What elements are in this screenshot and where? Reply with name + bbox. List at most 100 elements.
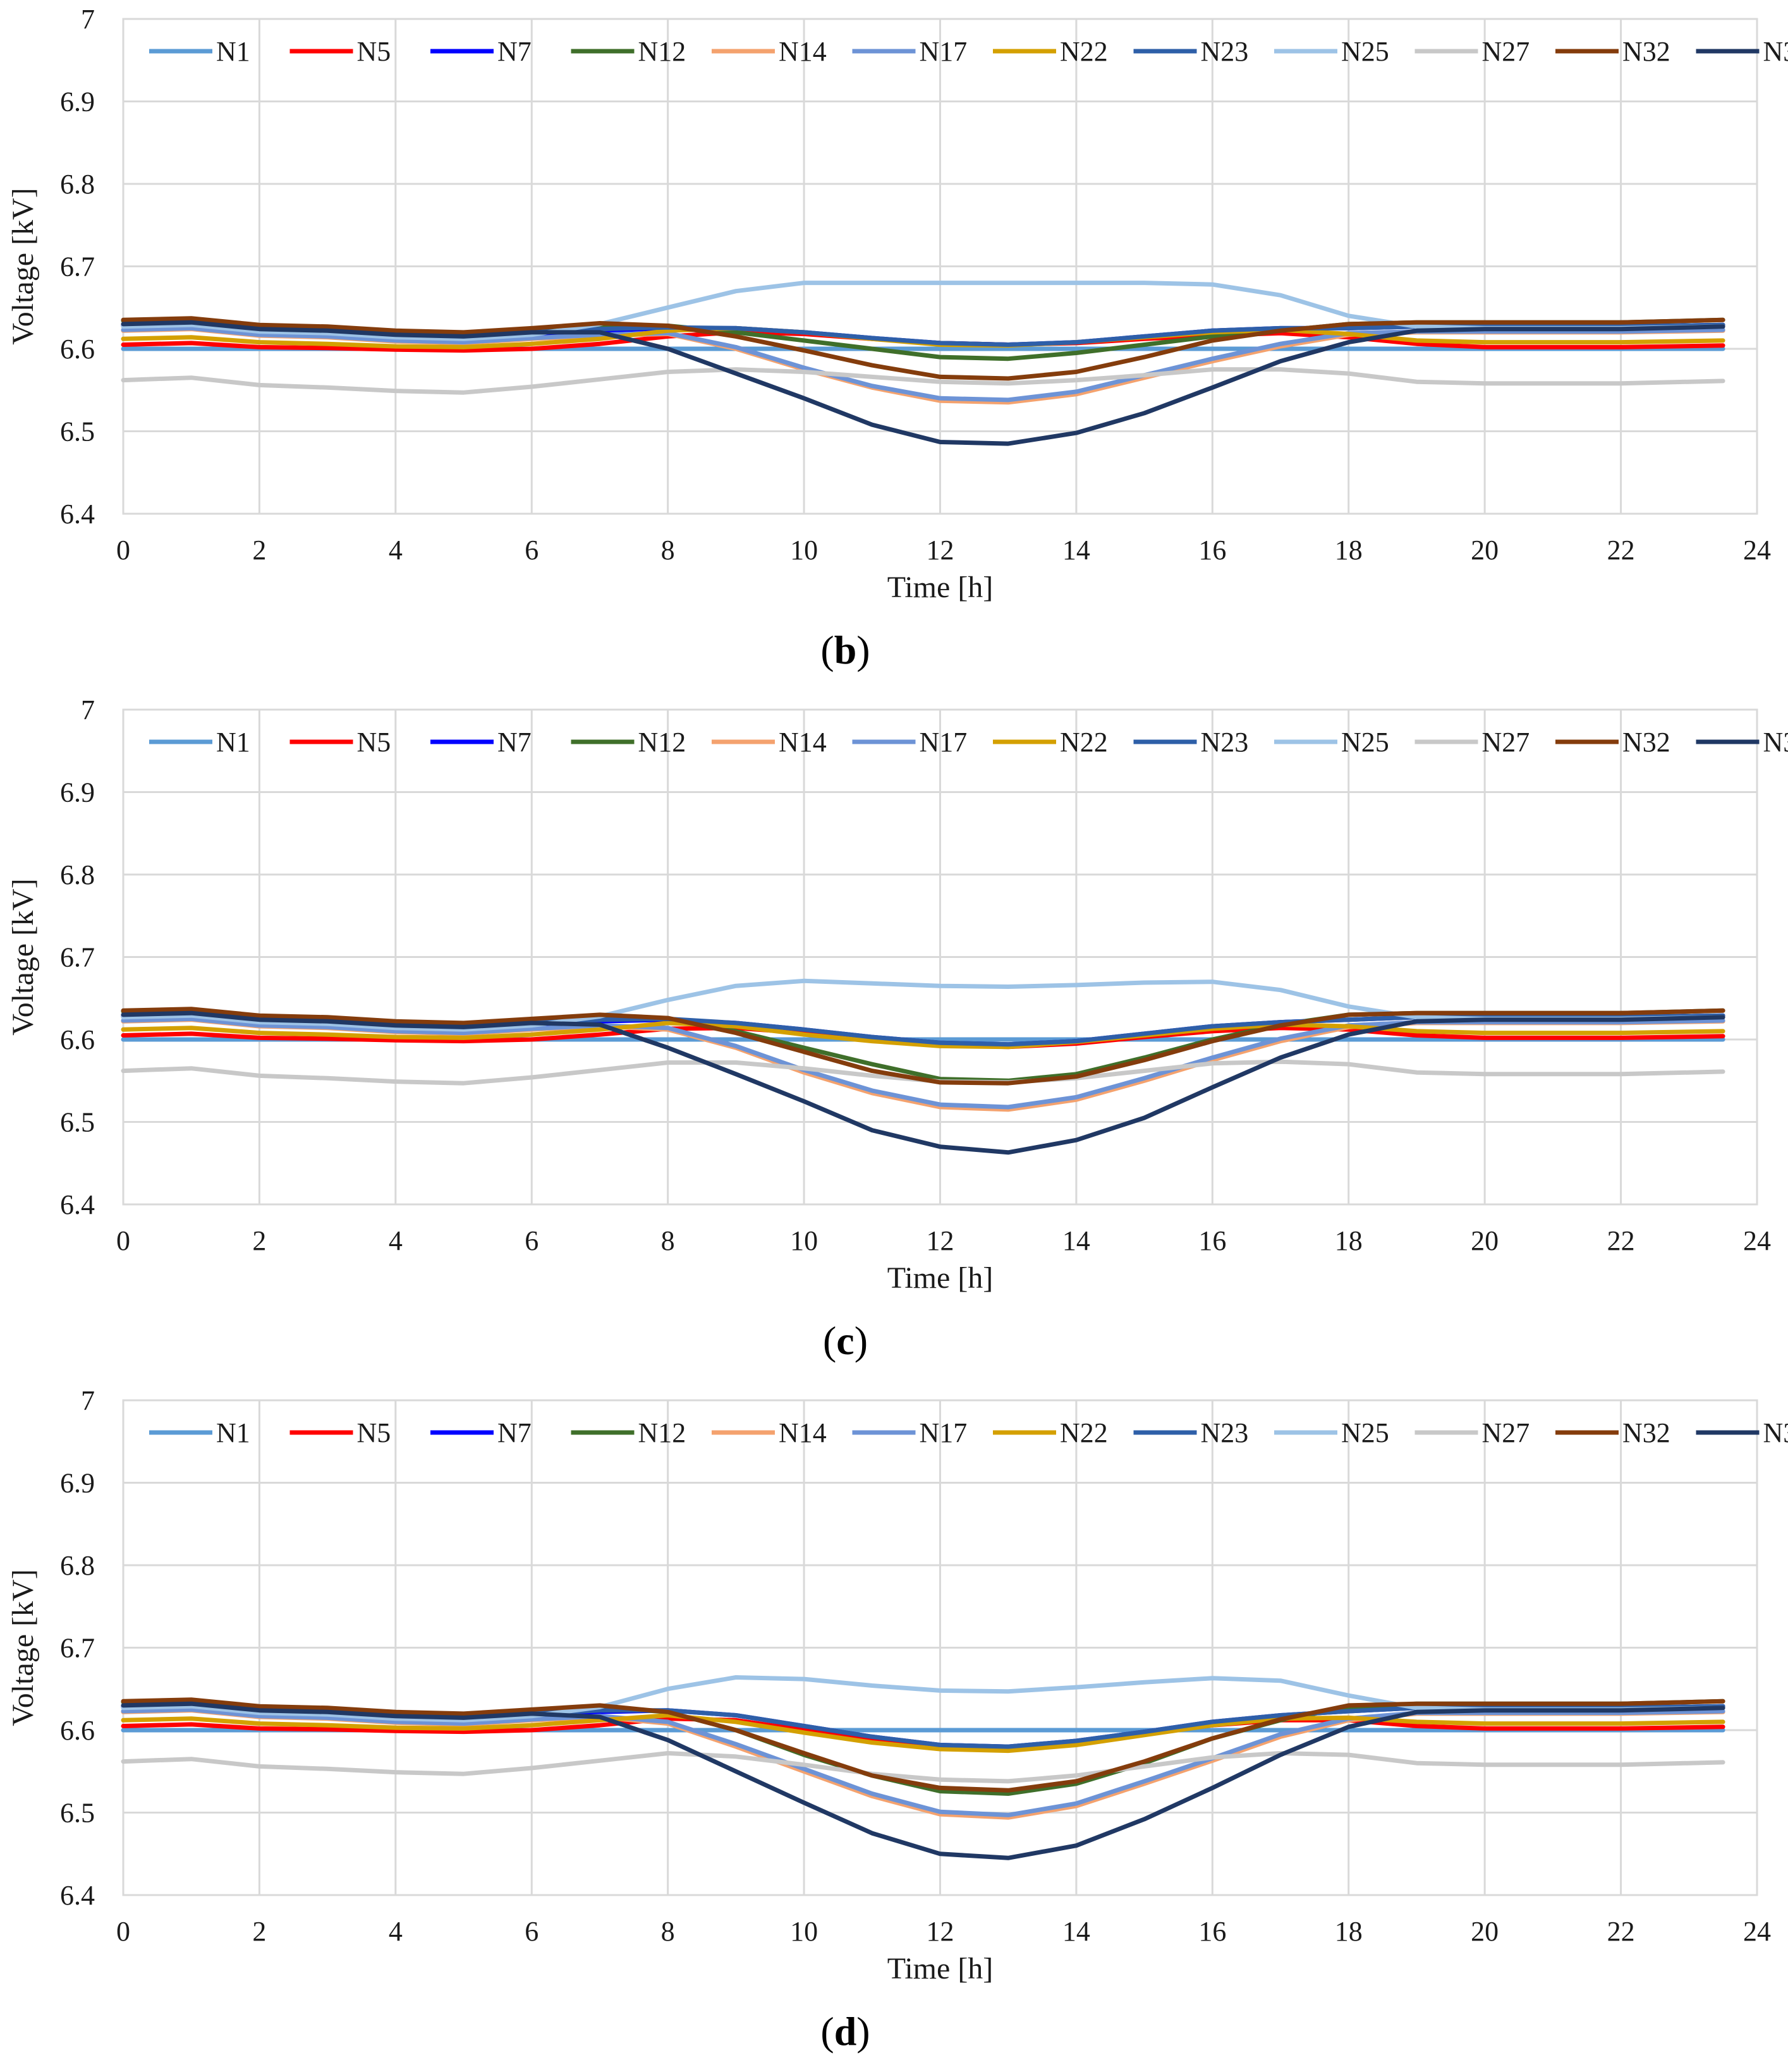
y-tick-label: 6.9	[60, 1468, 95, 1499]
legend-label: N32	[1622, 1417, 1670, 1448]
legend-item-n22: N22	[993, 36, 1108, 67]
legend-label: N5	[357, 727, 391, 758]
legend-label: N14	[779, 1417, 827, 1448]
legend-label: N17	[920, 36, 968, 67]
legend-item-n1: N1	[149, 727, 250, 758]
legend-item-n14: N14	[712, 1417, 827, 1448]
legend-item-n14: N14	[712, 727, 827, 758]
x-tick-label: 6	[525, 1225, 538, 1256]
legend-item-n12: N12	[571, 1417, 686, 1448]
legend-item-n12: N12	[571, 727, 686, 758]
y-tick-label: 6.6	[60, 1715, 95, 1746]
series-line-n32	[121, 1007, 1725, 1086]
legend-item-n23: N23	[1133, 36, 1249, 67]
legend-label: N14	[779, 727, 827, 758]
x-tick-label: 10	[790, 535, 818, 566]
x-tick-label: 18	[1335, 1225, 1363, 1256]
series-lines	[121, 281, 1725, 446]
gridlines	[122, 1399, 1758, 1896]
legend-item-n35: N35	[1696, 36, 1788, 67]
legend-item-n32: N32	[1555, 727, 1670, 758]
chart-panel-d: 6.46.56.66.76.86.970 2 4 6 8 10 12 14 16 18 20 22 24…	[6, 1385, 1788, 2054]
legend-label: N12	[638, 1417, 686, 1448]
x-axis-title: Time [h]	[887, 1952, 994, 1985]
series-line-n25	[121, 281, 1725, 341]
legend: N1 N5 N7 N12 N14 N17 N22 N23 N25 N27 N32 N35	[149, 36, 1788, 67]
series-line-n35	[121, 320, 1725, 446]
legend-label: N7	[497, 727, 532, 758]
x-tick-label: 12	[927, 1916, 954, 1947]
y-tick-label: 6.4	[60, 499, 95, 530]
legend-label: N1	[216, 1417, 250, 1448]
legend: N1 N5 N7 N12 N14 N17 N22 N23 N25 N27 N32 N35	[149, 1417, 1788, 1448]
legend-label: N12	[638, 727, 686, 758]
series-line-n25	[121, 978, 1725, 1032]
panel-label: (b)	[820, 627, 870, 672]
legend-label: N23	[1201, 36, 1249, 67]
legend-item-n12: N12	[571, 36, 686, 67]
legend-item-n14: N14	[712, 36, 827, 67]
gridlines	[122, 18, 1758, 515]
legend-item-n27: N27	[1414, 36, 1530, 67]
legend-label: N1	[216, 727, 250, 758]
panel-letter: b	[834, 627, 857, 672]
legend-label: N7	[497, 36, 532, 67]
y-tick-label: 6.5	[60, 1798, 95, 1829]
x-tick-label: 20	[1471, 1916, 1499, 1947]
x-tick-label: 16	[1198, 1916, 1226, 1947]
legend-item-n25: N25	[1274, 727, 1389, 758]
series-line-n35	[121, 1701, 1725, 1860]
x-tick-label: 24	[1743, 1225, 1771, 1256]
x-tick-label: 2	[252, 1225, 266, 1256]
x-tick-label: 20	[1471, 535, 1499, 566]
legend-item-n1: N1	[149, 1417, 250, 1448]
x-tick-label: 16	[1198, 1225, 1226, 1256]
x-axis-title: Time [h]	[887, 571, 994, 604]
y-axis-title: Voltage [kV]	[6, 878, 40, 1035]
series-line-n32	[121, 316, 1725, 381]
legend-item-n7: N7	[430, 727, 532, 758]
x-tick-label: 24	[1743, 1916, 1771, 1947]
y-tick-label: 6.6	[60, 334, 95, 365]
y-tick-label: 6.9	[60, 777, 95, 808]
legend-label: N25	[1341, 727, 1389, 758]
x-tick-label: 8	[661, 1225, 675, 1256]
y-tick-label: 6.5	[60, 1107, 95, 1138]
x-tick-label: 0	[116, 535, 130, 566]
legend-item-n35: N35	[1696, 727, 1788, 758]
legend-item-n32: N32	[1555, 36, 1670, 67]
series-line-n35	[121, 1010, 1725, 1155]
legend-item-n17: N17	[852, 727, 968, 758]
legend-item-n5: N5	[289, 1417, 391, 1448]
x-tick-label: 12	[927, 535, 954, 566]
x-tick-label: 0	[116, 1225, 130, 1256]
legend-item-n25: N25	[1274, 36, 1389, 67]
series-line-n25	[121, 1675, 1725, 1723]
series-line-n27	[121, 1751, 1725, 1784]
legend-label: N25	[1341, 1417, 1389, 1448]
x-tick-label: 2	[252, 535, 266, 566]
legend-item-n17: N17	[852, 36, 968, 67]
plot-frame	[122, 1399, 1758, 1896]
legend-label: N35	[1763, 727, 1788, 758]
legend-label: N35	[1763, 36, 1788, 67]
legend-item-n23: N23	[1133, 727, 1248, 758]
x-tick-label: 10	[790, 1916, 818, 1947]
x-tick-label: 22	[1607, 1916, 1635, 1947]
y-tick-label: 6.7	[60, 942, 95, 973]
y-tick-label: 6.8	[60, 169, 95, 200]
legend-label: N1	[216, 36, 250, 67]
legend-item-n22: N22	[993, 1417, 1108, 1448]
legend-label: N17	[920, 1417, 968, 1448]
legend-item-n27: N27	[1414, 727, 1530, 758]
legend-item-n5: N5	[289, 727, 391, 758]
x-tick-label: 18	[1335, 1916, 1363, 1947]
y-tick-label: 7	[81, 694, 95, 725]
legend-item-n17: N17	[852, 1417, 968, 1448]
legend-label: N5	[357, 1417, 391, 1448]
x-tick-label: 4	[389, 535, 403, 566]
y-tick-label: 6.8	[60, 859, 95, 890]
y-axis-title: Voltage [kV]	[6, 188, 40, 344]
legend-label: N17	[920, 727, 968, 758]
panel-letter: d	[834, 2009, 857, 2054]
